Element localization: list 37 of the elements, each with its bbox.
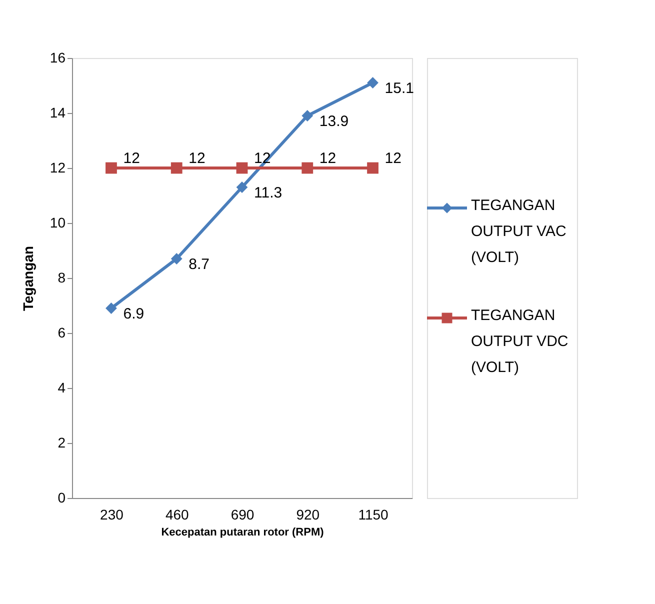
- point: [236, 182, 248, 193]
- point: [170, 162, 182, 174]
- point: [367, 77, 378, 88]
- x-tick-label: 230: [100, 506, 124, 522]
- y-tick-label: 2: [58, 434, 66, 450]
- y-tick-label: 14: [50, 104, 66, 120]
- data-label: 6.9: [123, 305, 144, 322]
- data-label: 12: [319, 150, 336, 167]
- data-label: 12: [123, 150, 140, 167]
- x-tick-label: 460: [165, 506, 190, 522]
- y-tick-label: 12: [50, 160, 66, 176]
- legend-label: TEGANGAN OUTPUT VAC (VOLT): [471, 197, 566, 266]
- y-tick-label: 4: [58, 380, 66, 396]
- point: [302, 110, 314, 122]
- data-label: 13.9: [319, 112, 349, 130]
- point: [367, 162, 378, 174]
- data-label: 12: [188, 150, 206, 167]
- data-label: 12: [384, 150, 402, 167]
- x-tick-label: 920: [296, 506, 320, 522]
- x-tick-label: 690: [230, 506, 254, 522]
- point: [302, 162, 314, 174]
- point: [106, 162, 117, 174]
- data-label: 15.1: [384, 80, 414, 97]
- y-axis-title: Tegangan: [20, 246, 36, 312]
- x-tick-label: 1150: [358, 506, 389, 522]
- point: [170, 253, 182, 264]
- point: [236, 162, 248, 174]
- point: [106, 302, 117, 314]
- x-axis-title: Kecepatan putaran rotor (RPM): [161, 526, 324, 538]
- y-tick-label: 8: [58, 270, 66, 286]
- data-label: 8.7: [188, 256, 210, 273]
- y-tick-label: 10: [50, 214, 66, 230]
- y-tick-label: 16: [50, 50, 66, 66]
- data-label: 11.3: [254, 184, 282, 202]
- y-tick-label: 0: [58, 490, 66, 506]
- legend-label: TEGANGAN OUTPUT VDC (VOLT): [471, 307, 568, 376]
- y-tick-label: 6: [58, 324, 66, 340]
